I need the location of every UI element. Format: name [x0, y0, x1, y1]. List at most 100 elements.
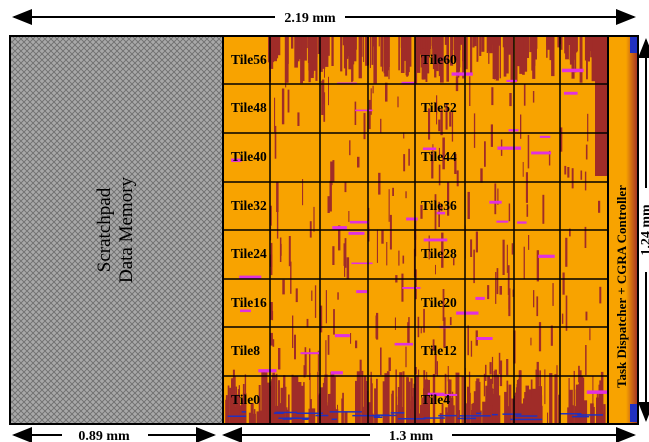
logic-streak — [554, 374, 558, 424]
logic-streak — [432, 36, 435, 70]
routing-fragment — [422, 147, 437, 151]
logic-streak — [527, 134, 530, 169]
logic-streak — [342, 392, 344, 424]
logic-streak — [511, 398, 515, 424]
logic-streak — [361, 370, 364, 424]
logic-streak — [521, 403, 526, 424]
logic-streak — [509, 93, 512, 107]
logic-streak — [270, 332, 273, 346]
logic-streak — [499, 36, 501, 79]
logic-streak — [232, 369, 235, 424]
memory-width-label: 0.89 mm — [78, 429, 130, 442]
logic-streak — [443, 317, 446, 348]
logic-streak — [435, 36, 439, 72]
routing-fragment — [349, 220, 369, 224]
logic-streak — [599, 400, 602, 424]
logic-streak — [517, 36, 520, 66]
logic-streak — [449, 111, 452, 127]
logic-streak — [499, 360, 503, 387]
logic-streak — [532, 411, 536, 424]
logic-streak — [472, 402, 475, 424]
logic-streak — [599, 286, 602, 304]
logic-streak — [406, 378, 409, 424]
logic-streak — [565, 237, 568, 267]
logic-streak — [331, 36, 334, 66]
routing-fragment — [258, 369, 277, 373]
logic-streak — [525, 172, 528, 203]
logic-streak — [580, 170, 583, 180]
logic-streak — [473, 391, 478, 424]
logic-streak — [368, 99, 371, 130]
logic-streak — [498, 36, 501, 46]
tile-labels: Tile56 Tile60 Tile48 Tile52 Tile40 Tile44 Tile… — [231, 52, 457, 407]
logic-streak — [532, 36, 536, 79]
routing-fragment — [531, 151, 552, 155]
logic-streak — [450, 36, 454, 66]
logic-streak — [493, 36, 495, 80]
logic-streak — [442, 289, 445, 321]
logic-streak — [444, 36, 447, 45]
logic-streak — [576, 411, 580, 424]
logic-streak — [372, 85, 374, 94]
logic-streak — [324, 409, 327, 424]
logic-streak — [560, 36, 563, 50]
logic-streak — [273, 411, 276, 424]
controller-blue-block-bottom — [630, 404, 637, 422]
logic-streak — [567, 407, 570, 424]
logic-streak — [323, 92, 326, 122]
logic-streak — [288, 236, 291, 267]
logic-streak — [565, 295, 568, 331]
logic-streak — [317, 371, 319, 424]
logic-streak — [561, 313, 564, 324]
logic-streak — [408, 148, 410, 166]
logic-streak — [325, 340, 327, 376]
logic-streak — [410, 378, 413, 424]
logic-streak — [312, 36, 317, 71]
logic-streak — [261, 370, 265, 424]
logic-streak — [468, 392, 471, 424]
logic-streak — [291, 374, 294, 424]
logic-streak — [358, 36, 362, 79]
routing-fragment — [517, 221, 527, 224]
logic-streak — [498, 352, 501, 374]
logic-streak — [378, 172, 381, 195]
logic-streak — [366, 402, 371, 424]
logic-streak — [585, 144, 588, 160]
logic-streak — [487, 285, 490, 300]
logic-streak — [502, 239, 505, 275]
logic-streak — [274, 36, 276, 56]
logic-streak — [533, 290, 535, 308]
logic-streak — [349, 140, 351, 156]
logic-streak — [414, 269, 417, 300]
routing-fragment — [496, 220, 509, 223]
logic-streak — [445, 104, 448, 130]
logic-streak — [454, 153, 457, 174]
logic-streak — [427, 36, 431, 55]
logic-streak — [519, 370, 522, 424]
logic-streak — [538, 322, 542, 352]
logic-streak — [415, 36, 417, 83]
logic-streak — [397, 96, 399, 108]
logic-streak — [301, 36, 306, 53]
logic-streak — [449, 317, 452, 326]
logic-streak — [523, 83, 526, 106]
logic-streak — [514, 400, 517, 424]
logic-streak — [428, 235, 430, 260]
logic-streak — [437, 36, 441, 61]
logic-streak — [428, 108, 431, 140]
logic-streak — [494, 183, 497, 215]
routing-fragment — [355, 109, 373, 112]
logic-streak — [573, 370, 575, 424]
logic-streak — [535, 369, 539, 424]
logic-streak — [355, 340, 358, 349]
logic-streak — [506, 244, 508, 273]
logic-streak — [434, 36, 437, 66]
logic-streak — [495, 36, 499, 81]
logic-streak — [272, 372, 275, 424]
logic-streak — [428, 386, 430, 424]
logic-streak — [510, 36, 513, 46]
logic-streak — [396, 413, 398, 424]
logic-streak — [589, 36, 593, 52]
logic-streak — [310, 399, 312, 424]
